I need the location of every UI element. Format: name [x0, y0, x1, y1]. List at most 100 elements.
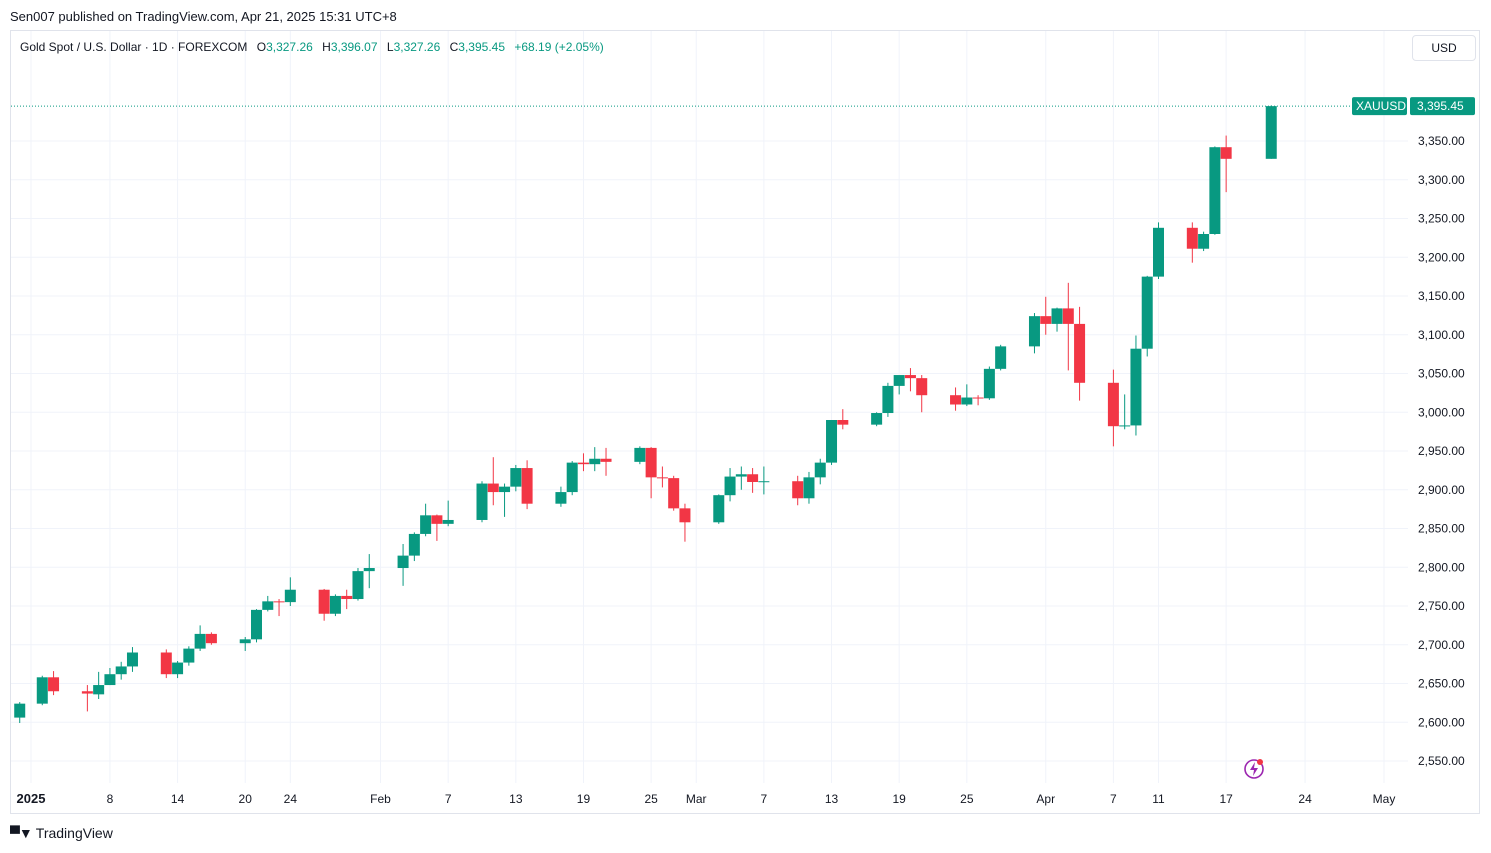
- candle[interactable]: [205, 632, 217, 645]
- candle[interactable]: [814, 458, 826, 485]
- candle[interactable]: [837, 409, 849, 430]
- candle-body: [1028, 316, 1040, 347]
- last-price-value: 3,395.45: [1417, 99, 1464, 113]
- candle[interactable]: [487, 457, 499, 506]
- candle[interactable]: [1028, 313, 1040, 354]
- candle[interactable]: [172, 661, 184, 679]
- candle[interactable]: [262, 595, 274, 612]
- candle[interactable]: [724, 468, 736, 502]
- candle[interactable]: [126, 647, 138, 672]
- candle[interactable]: [1119, 394, 1131, 430]
- candle-body: [814, 462, 826, 478]
- price-tick-label: 2,750.00: [1418, 599, 1465, 613]
- candle[interactable]: [363, 554, 375, 589]
- candle[interactable]: [1220, 135, 1232, 193]
- candle[interactable]: [803, 471, 815, 504]
- chart-frame[interactable]: [10, 30, 1480, 814]
- candle[interactable]: [668, 475, 680, 511]
- candle[interactable]: [431, 514, 443, 541]
- candle[interactable]: [14, 702, 26, 724]
- candle[interactable]: [566, 461, 578, 496]
- candle[interactable]: [577, 453, 589, 472]
- candle[interactable]: [1051, 307, 1063, 332]
- candle[interactable]: [408, 532, 420, 562]
- currency-button[interactable]: USD: [1412, 35, 1476, 61]
- candle[interactable]: [758, 466, 770, 495]
- candle[interactable]: [1198, 231, 1210, 252]
- candle[interactable]: [961, 384, 973, 407]
- candle[interactable]: [36, 675, 48, 706]
- candle[interactable]: [160, 649, 172, 679]
- candle[interactable]: [239, 637, 251, 651]
- candle[interactable]: [499, 483, 511, 517]
- candle[interactable]: [904, 368, 916, 392]
- candle[interactable]: [871, 412, 883, 427]
- tradingview-logo[interactable]: ▀▼ TradingView: [10, 825, 113, 841]
- candle[interactable]: [183, 646, 195, 666]
- candle[interactable]: [735, 466, 747, 490]
- candle[interactable]: [521, 460, 533, 510]
- candle[interactable]: [600, 447, 612, 476]
- candle[interactable]: [329, 594, 341, 617]
- candle[interactable]: [826, 420, 838, 465]
- candle[interactable]: [397, 544, 409, 586]
- time-tick-label: 25: [960, 792, 974, 806]
- candle[interactable]: [916, 375, 928, 413]
- candle[interactable]: [1186, 222, 1198, 263]
- candle[interactable]: [972, 395, 984, 406]
- candle[interactable]: [747, 468, 759, 493]
- candle[interactable]: [318, 588, 330, 621]
- candle[interactable]: [510, 464, 522, 492]
- candle[interactable]: [194, 625, 206, 651]
- candle[interactable]: [1153, 222, 1164, 279]
- price-tick-label: 3,350.00: [1418, 134, 1465, 148]
- candle[interactable]: [634, 446, 646, 465]
- candle[interactable]: [1040, 296, 1052, 335]
- candle[interactable]: [893, 375, 905, 395]
- time-tick-label: 7: [445, 792, 452, 806]
- candle[interactable]: [104, 668, 116, 686]
- candle[interactable]: [115, 661, 127, 680]
- candle[interactable]: [555, 486, 567, 507]
- symbol-legend[interactable]: Gold Spot / U.S. Dollar · 1D · FOREXCOM …: [20, 40, 604, 54]
- candle[interactable]: [589, 447, 601, 472]
- candle-body: [126, 652, 138, 667]
- candle[interactable]: [679, 503, 691, 542]
- candle[interactable]: [1130, 335, 1142, 436]
- last-price-value-bg: [1410, 97, 1475, 116]
- close-value: 3,395.45: [458, 40, 506, 54]
- candle[interactable]: [93, 671, 105, 699]
- candle[interactable]: [273, 599, 285, 617]
- candle[interactable]: [81, 685, 93, 712]
- candle[interactable]: [1062, 282, 1074, 371]
- candle[interactable]: [1074, 306, 1086, 401]
- price-tick-label: 2,600.00: [1418, 715, 1465, 729]
- candle[interactable]: [251, 609, 262, 643]
- lightning-icon[interactable]: [1243, 757, 1265, 779]
- candle[interactable]: [476, 481, 488, 523]
- tradingview-logo-icon: ▀▼: [10, 825, 33, 841]
- time-tick-label: 14: [171, 792, 185, 806]
- candle-body: [1141, 276, 1153, 349]
- candle-body: [284, 589, 296, 603]
- candle-body: [1153, 227, 1164, 277]
- candle[interactable]: [1141, 275, 1153, 357]
- candle[interactable]: [656, 466, 668, 488]
- candle[interactable]: [1209, 146, 1221, 235]
- candle[interactable]: [995, 344, 1007, 371]
- candle[interactable]: [882, 382, 894, 417]
- candle[interactable]: [983, 366, 995, 400]
- candle[interactable]: [442, 500, 454, 527]
- candle[interactable]: [713, 494, 725, 524]
- candle[interactable]: [284, 577, 296, 606]
- candle[interactable]: [645, 447, 657, 499]
- candle[interactable]: [420, 503, 432, 537]
- candle[interactable]: [792, 475, 804, 506]
- candle[interactable]: [1107, 369, 1119, 447]
- candle[interactable]: [341, 589, 353, 610]
- candle[interactable]: [950, 387, 962, 411]
- candle[interactable]: [1265, 105, 1277, 159]
- candle[interactable]: [48, 671, 60, 696]
- candle[interactable]: [352, 568, 364, 601]
